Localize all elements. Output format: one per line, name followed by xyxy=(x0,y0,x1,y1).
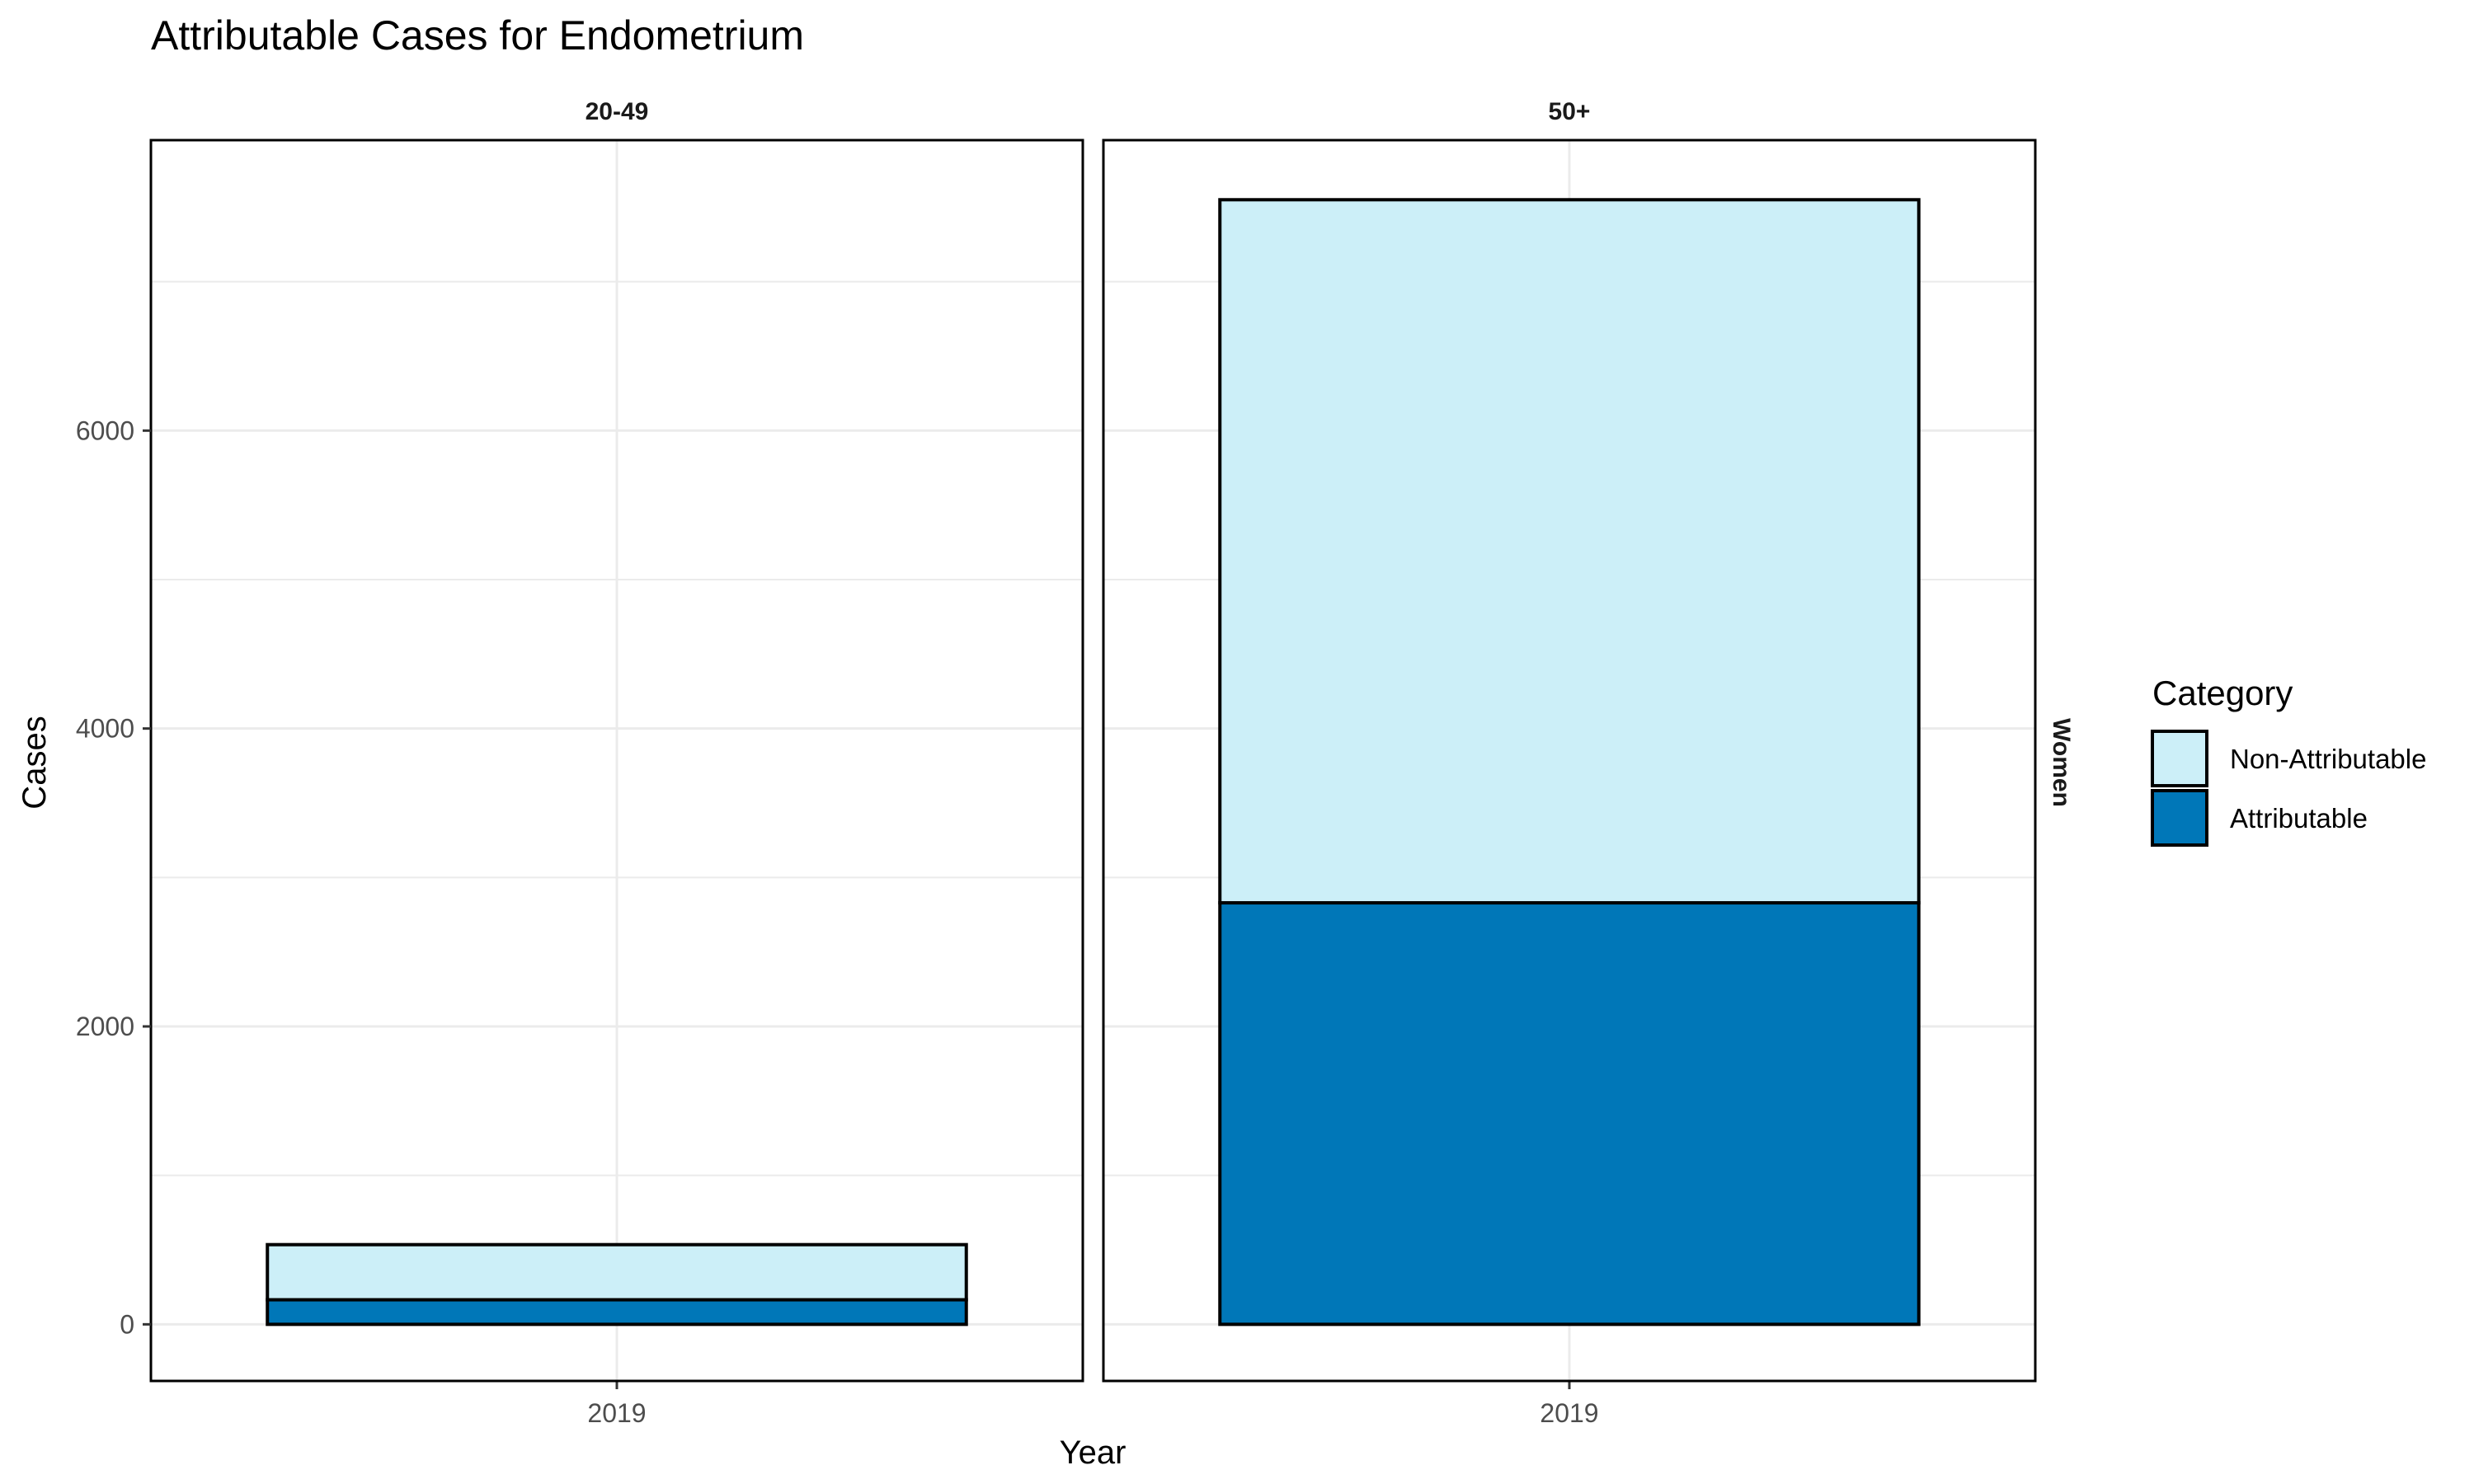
bar-20-49-2019-non-attributable xyxy=(266,1242,968,1302)
panel-border xyxy=(1102,139,2037,1383)
bar-20-49-2019-attributable xyxy=(266,1298,968,1327)
legend-key-non-attributable xyxy=(2151,730,2208,787)
panels-layer: 2019 20-49 2019 50+ xyxy=(149,98,2037,1428)
legend-title: Category xyxy=(2152,674,2293,712)
legend: Category Non-Attributable Attributable xyxy=(2151,674,2426,847)
y-axis: 0 2000 4000 6000 xyxy=(76,416,151,1339)
facet-strip-label: 50+ xyxy=(1549,98,1591,125)
panel-border xyxy=(149,139,1084,1383)
x-axis-title: Year xyxy=(1060,1435,1126,1471)
x-tick-label: 2019 xyxy=(587,1398,646,1428)
y-axis-title: Cases xyxy=(16,716,53,809)
chart-title: Attributable Cases for Endometrium xyxy=(151,12,804,59)
y-tick-label: 6000 xyxy=(76,416,134,445)
x-tick-label: 2019 xyxy=(1540,1398,1598,1428)
panel-50+: 2019 50+ xyxy=(1102,98,2037,1428)
y-tick-label: 4000 xyxy=(76,714,134,744)
facet-strip-label: 20-49 xyxy=(586,98,649,125)
y-tick-label: 0 xyxy=(120,1309,134,1339)
bar-50+-2019-non-attributable xyxy=(1218,198,1921,905)
panel-20-49: 2019 20-49 xyxy=(149,98,1084,1428)
legend-key-attributable xyxy=(2151,789,2208,847)
legend-label: Attributable xyxy=(2230,803,2368,834)
legend-label: Non-Attributable xyxy=(2230,744,2426,774)
y-tick-label: 2000 xyxy=(76,1012,134,1041)
bar-50+-2019-attributable xyxy=(1218,901,1921,1327)
row-strip-label-women: Women xyxy=(2048,718,2075,807)
